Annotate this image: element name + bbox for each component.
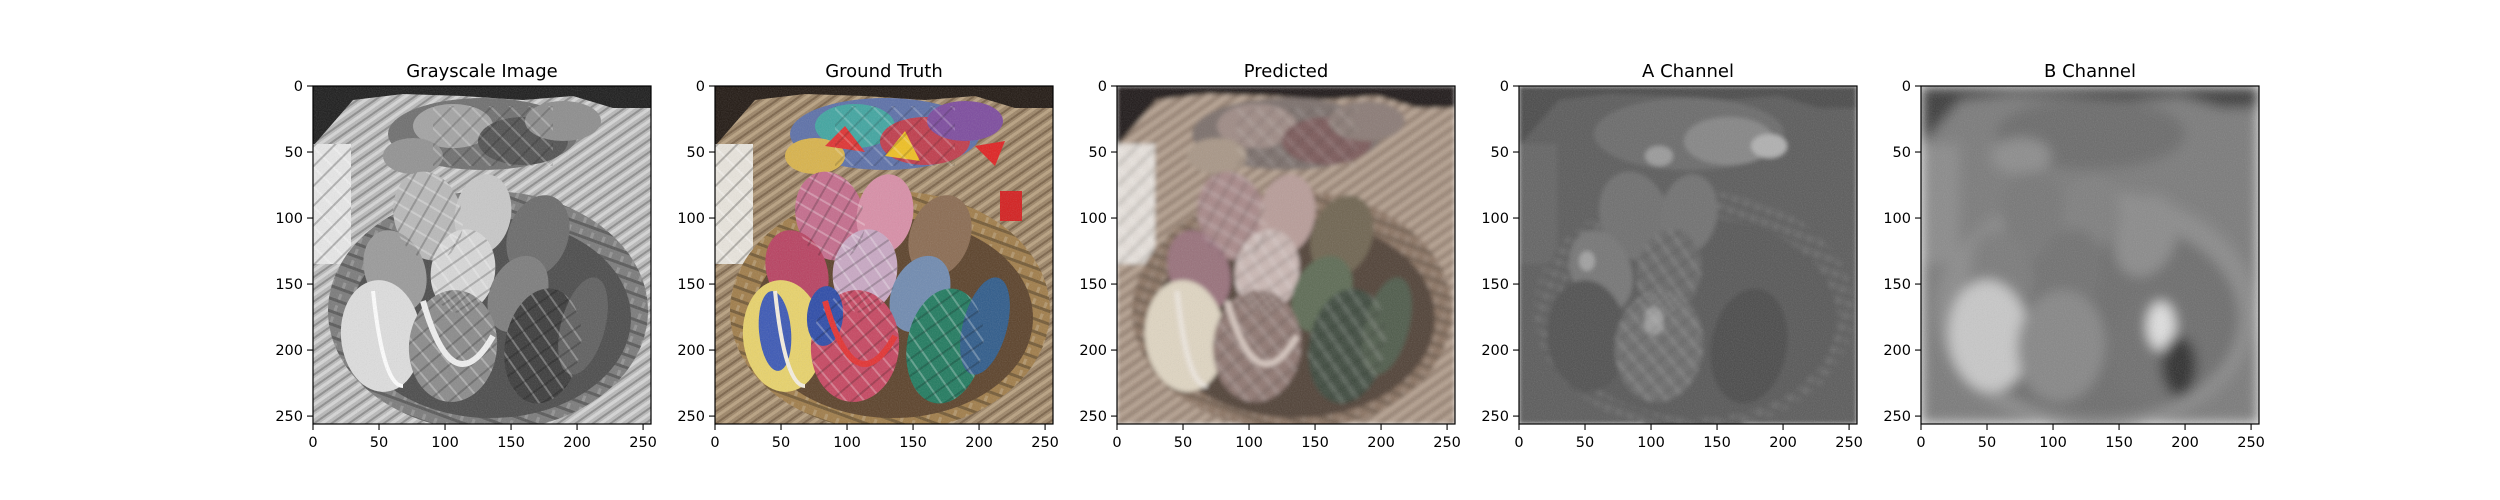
y-tick-label-grayscale-image-200: 200 (275, 343, 303, 359)
y-tick-label-grayscale-image-50: 50 (285, 145, 303, 161)
image-ground-truth (715, 86, 1053, 424)
x-tick-label-b-channel-50: 50 (1978, 435, 1996, 451)
panel-title-b-channel: B Channel (2044, 61, 2136, 82)
x-tick-label-predicted-200: 200 (1367, 435, 1395, 451)
panel-b-channel: B Channel 0 50 100 150 200 250 0 50 100 150 200 250 (1883, 61, 2265, 451)
panel-a-channel: A Channel 0 50 100 150 200 250 0 50 100 150 200 250 (1481, 61, 1863, 451)
x-tick-label-a-channel-100: 100 (1637, 435, 1665, 451)
panel-ground-truth: Ground Truth 0 50 100 150 200 250 0 50 100 150 200 2… (677, 61, 1059, 451)
x-tick-label-grayscale-image-200: 200 (563, 435, 591, 451)
panel-title-ground-truth: Ground Truth (825, 61, 943, 82)
panel-title-grayscale-image: Grayscale Image (406, 61, 558, 82)
y-tick-label-b-channel-100: 100 (1883, 211, 1911, 227)
y-tick-label-ground-truth-50: 50 (687, 145, 705, 161)
y-tick-label-grayscale-image-250: 250 (275, 409, 303, 425)
panel-title-predicted: Predicted (1244, 61, 1329, 82)
y-tick-label-predicted-150: 150 (1079, 277, 1107, 293)
y-tick-label-ground-truth-200: 200 (677, 343, 705, 359)
y-tick-label-a-channel-150: 150 (1481, 277, 1509, 293)
x-tick-label-predicted-150: 150 (1301, 435, 1329, 451)
x-tick-label-predicted-100: 100 (1235, 435, 1263, 451)
y-tick-label-predicted-100: 100 (1079, 211, 1107, 227)
y-tick-label-ground-truth-150: 150 (677, 277, 705, 293)
axes-frame-predicted (1116, 85, 1456, 425)
x-tick-label-a-channel-50: 50 (1576, 435, 1594, 451)
x-tick-label-a-channel-200: 200 (1769, 435, 1797, 451)
image-predicted (1117, 86, 1455, 424)
x-tick-label-b-channel-100: 100 (2039, 435, 2067, 451)
x-tick-label-grayscale-image-0: 0 (308, 435, 317, 451)
x-tick-label-grayscale-image-100: 100 (431, 435, 459, 451)
x-tick-label-predicted-250: 250 (1433, 435, 1461, 451)
x-tick-label-ground-truth-100: 100 (833, 435, 861, 451)
x-tick-label-predicted-0: 0 (1112, 435, 1121, 451)
y-tick-label-a-channel-200: 200 (1481, 343, 1509, 359)
y-tick-label-b-channel-150: 150 (1883, 277, 1911, 293)
x-tick-label-predicted-50: 50 (1174, 435, 1192, 451)
x-tick-label-grayscale-image-50: 50 (370, 435, 388, 451)
y-tick-label-b-channel-250: 250 (1883, 409, 1911, 425)
y-tick-label-a-channel-0: 0 (1500, 79, 1509, 95)
x-tick-label-a-channel-0: 0 (1514, 435, 1523, 451)
y-tick-label-grayscale-image-100: 100 (275, 211, 303, 227)
x-tick-label-grayscale-image-250: 250 (629, 435, 657, 451)
y-tick-label-grayscale-image-150: 150 (275, 277, 303, 293)
image-grayscale-image (313, 86, 651, 424)
x-tick-label-ground-truth-200: 200 (965, 435, 993, 451)
image-a-channel (1519, 86, 1857, 424)
y-tick-label-predicted-50: 50 (1089, 145, 1107, 161)
y-tick-label-b-channel-50: 50 (1893, 145, 1911, 161)
y-tick-label-a-channel-50: 50 (1491, 145, 1509, 161)
y-tick-label-ground-truth-0: 0 (696, 79, 705, 95)
x-tick-label-b-channel-250: 250 (2237, 435, 2265, 451)
x-tick-label-ground-truth-50: 50 (772, 435, 790, 451)
image-b-channel (1921, 86, 2259, 424)
y-tick-label-predicted-0: 0 (1098, 79, 1107, 95)
y-tick-label-grayscale-image-0: 0 (294, 79, 303, 95)
y-tick-label-predicted-250: 250 (1079, 409, 1107, 425)
x-tick-label-b-channel-0: 0 (1916, 435, 1925, 451)
y-tick-label-ground-truth-250: 250 (677, 409, 705, 425)
axes-frame-b-channel (1920, 85, 2260, 425)
panel-grayscale-image: Grayscale Image 0 50 100 150 200 250 0 50 100 150 2… (275, 61, 657, 451)
x-tick-label-ground-truth-0: 0 (710, 435, 719, 451)
y-tick-label-a-channel-250: 250 (1481, 409, 1509, 425)
y-tick-label-predicted-200: 200 (1079, 343, 1107, 359)
axes-frame-ground-truth (714, 85, 1054, 425)
axes-frame-a-channel (1518, 85, 1858, 425)
x-tick-label-ground-truth-250: 250 (1031, 435, 1059, 451)
y-tick-label-ground-truth-100: 100 (677, 211, 705, 227)
y-tick-label-b-channel-0: 0 (1902, 79, 1911, 95)
panel-title-a-channel: A Channel (1642, 61, 1734, 82)
x-tick-label-a-channel-150: 150 (1703, 435, 1731, 451)
axes-frame-grayscale-image (312, 85, 652, 425)
x-tick-label-b-channel-150: 150 (2105, 435, 2133, 451)
panel-predicted: Predicted 0 50 100 150 200 250 0 50 100 150 200 250 (1079, 61, 1461, 451)
x-tick-label-ground-truth-150: 150 (899, 435, 927, 451)
x-tick-label-a-channel-250: 250 (1835, 435, 1863, 451)
y-tick-label-b-channel-200: 200 (1883, 343, 1911, 359)
x-tick-label-b-channel-200: 200 (2171, 435, 2199, 451)
y-tick-label-a-channel-100: 100 (1481, 211, 1509, 227)
x-tick-label-grayscale-image-150: 150 (497, 435, 525, 451)
